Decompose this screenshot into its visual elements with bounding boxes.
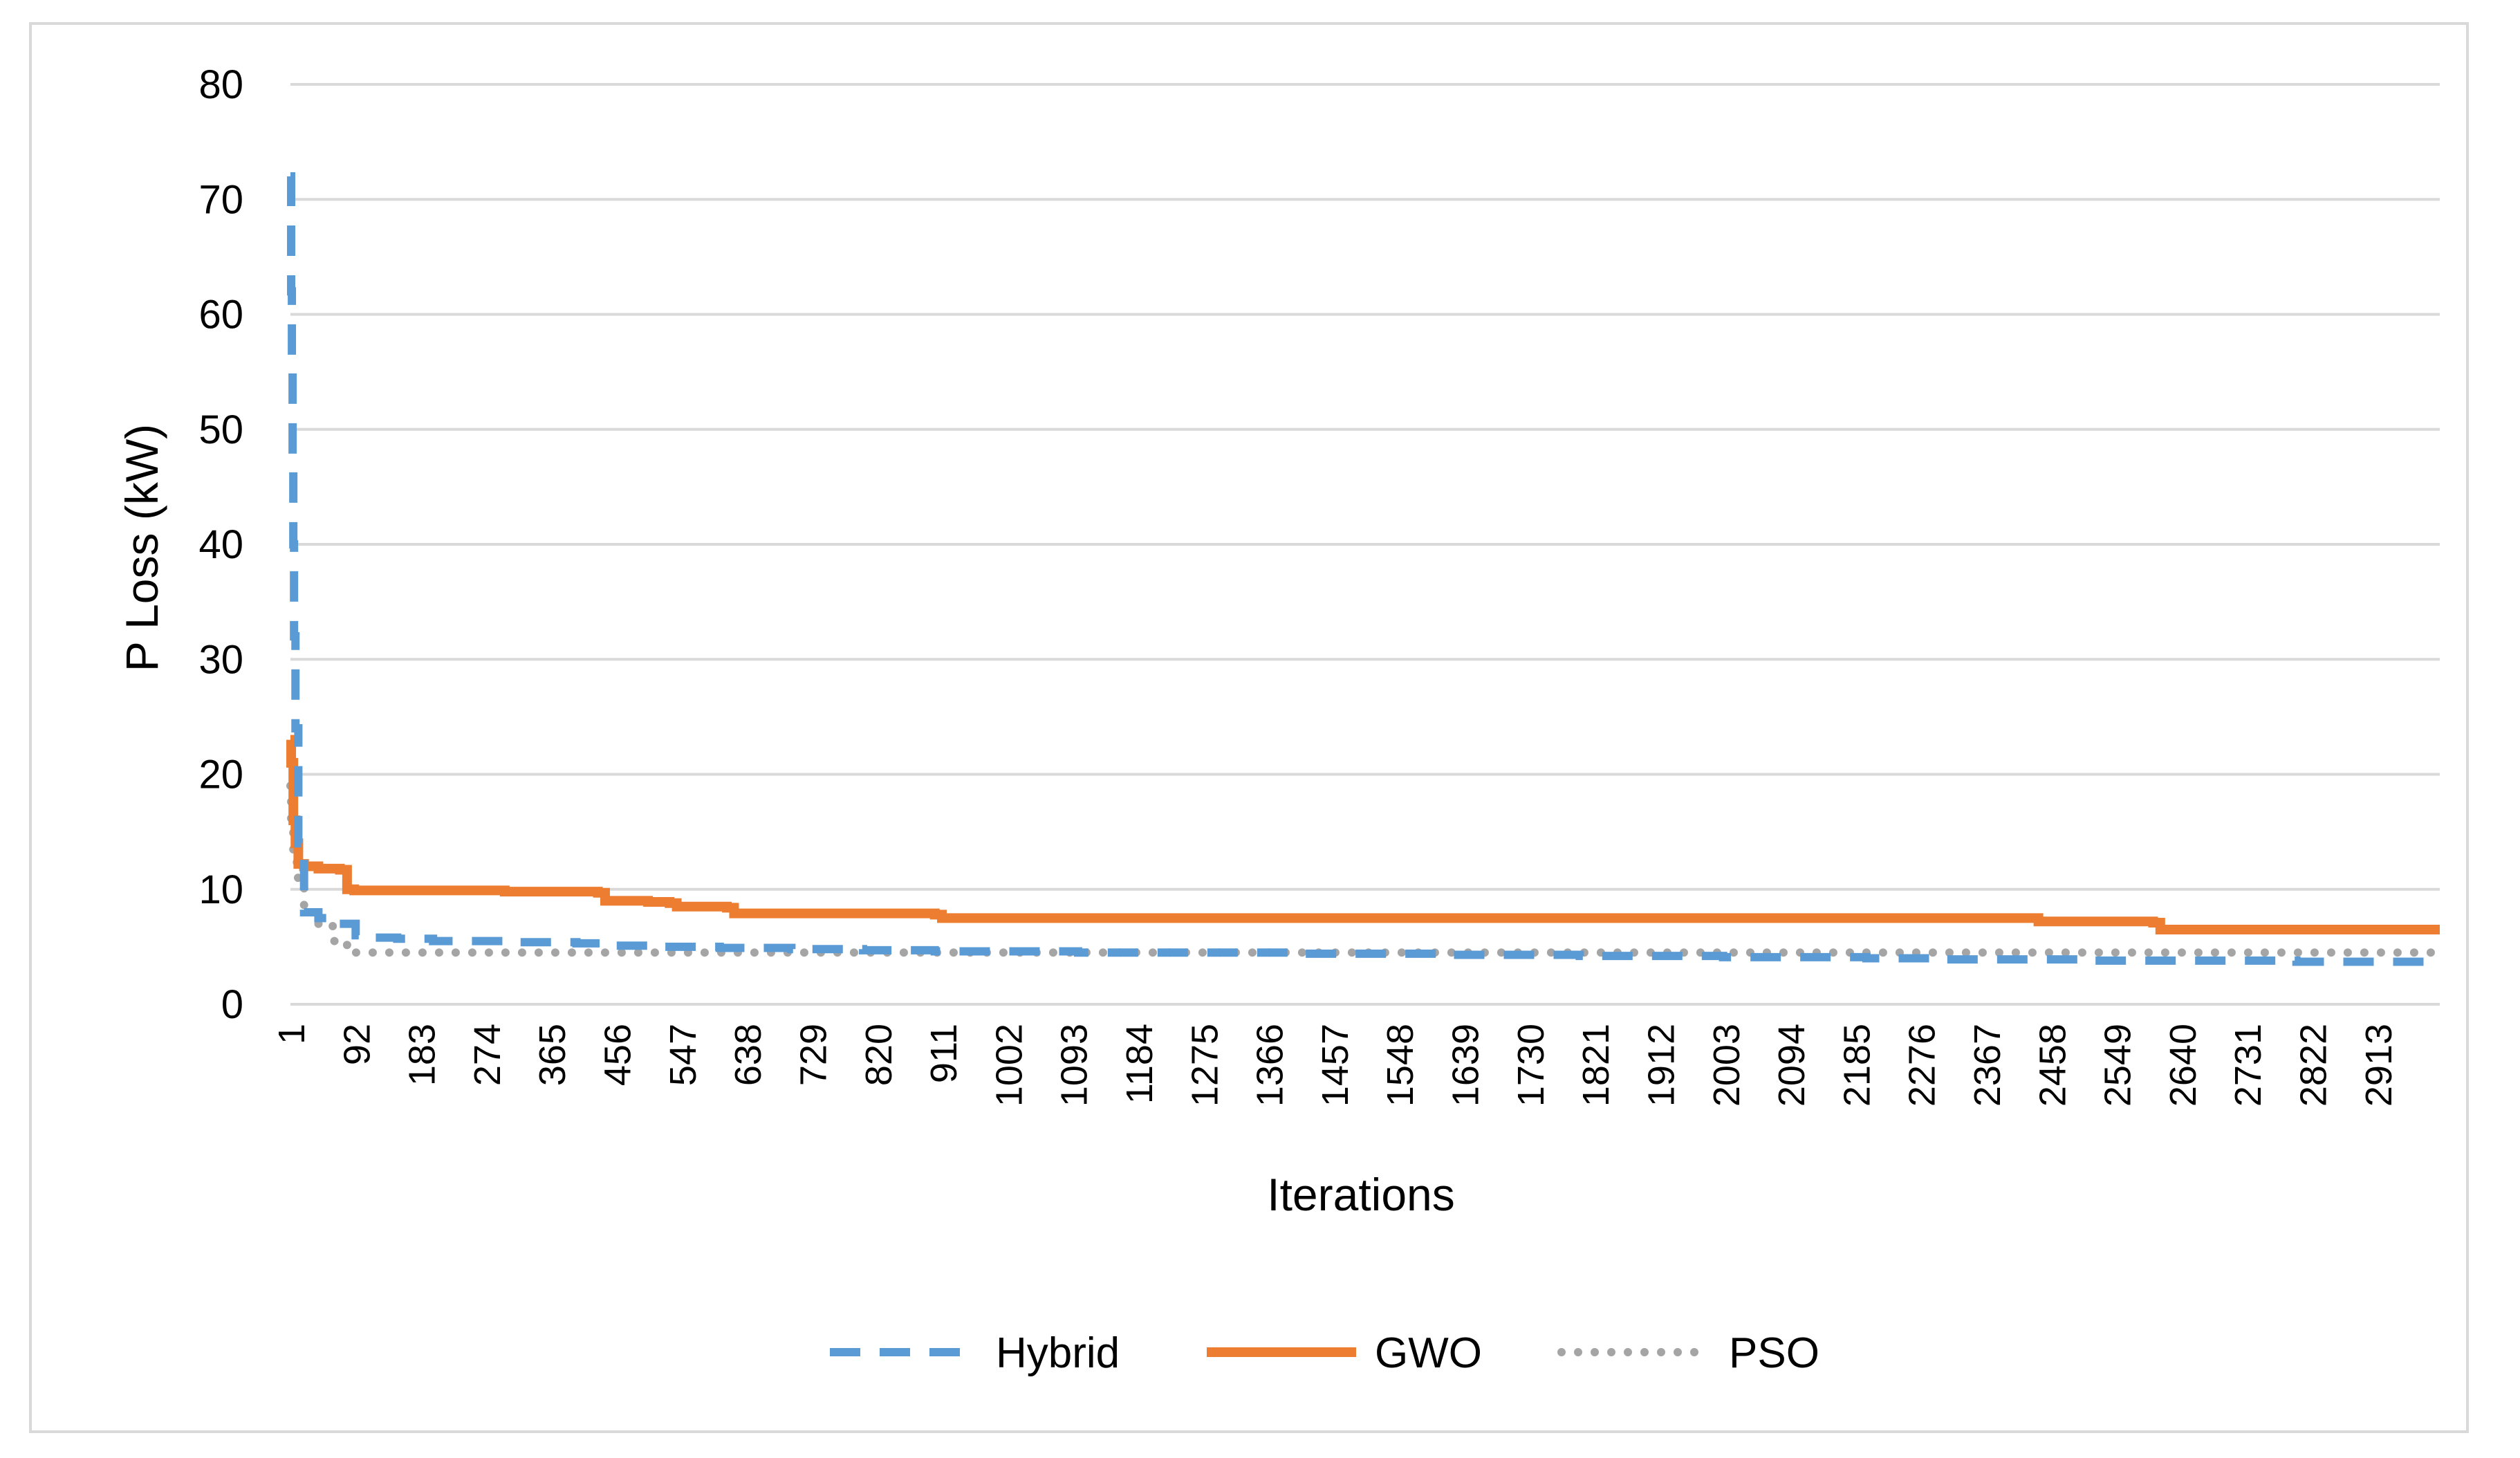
x-tick-label: 1 xyxy=(271,1024,313,1044)
series-line-gwo xyxy=(286,735,2440,934)
x-tick-labels: 1 92 183 274 365 456 547 638 729 820 911 1002 1093 11… xyxy=(271,1024,2400,1107)
x-tick-label: 1093 xyxy=(1054,1024,1095,1107)
x-tick-label: 2549 xyxy=(2097,1024,2139,1107)
gridlines xyxy=(290,83,2440,1006)
x-tick-label: 1548 xyxy=(1380,1024,1421,1107)
x-axis-title: Iterations xyxy=(1267,1169,1454,1220)
x-tick-label: 2367 xyxy=(1967,1024,2008,1107)
y-tick-label: 30 xyxy=(198,637,243,682)
y-tick-label: 50 xyxy=(198,407,243,452)
x-tick-label: 2094 xyxy=(1771,1024,1813,1107)
y-tick-label: 80 xyxy=(198,62,243,107)
x-tick-label: 2458 xyxy=(2032,1024,2073,1107)
x-tick-label: 1457 xyxy=(1315,1024,1356,1107)
x-tick-label: 2731 xyxy=(2227,1024,2269,1107)
x-tick-label: 2276 xyxy=(1902,1024,1943,1107)
y-tick-label: 20 xyxy=(198,753,243,797)
legend-label-pso: PSO xyxy=(1729,1329,1819,1377)
x-tick-label: 1639 xyxy=(1445,1024,1487,1107)
y-tick-labels: 0 10 20 30 40 50 60 70 80 xyxy=(198,62,243,1027)
y-tick-label: 10 xyxy=(198,867,243,912)
x-tick-label: 274 xyxy=(467,1024,508,1086)
legend: Hybrid GWO PSO xyxy=(830,1329,1819,1377)
x-tick-label: 1730 xyxy=(1510,1024,1552,1107)
x-tick-label: 638 xyxy=(728,1024,769,1086)
x-tick-label: 365 xyxy=(532,1024,573,1086)
y-axis-title: P Loss (kW) xyxy=(116,424,167,672)
series-line-pso xyxy=(286,782,2444,957)
x-tick-label: 92 xyxy=(336,1024,378,1065)
x-tick-label: 1366 xyxy=(1250,1024,1291,1107)
x-tick-label: 1184 xyxy=(1119,1024,1160,1104)
x-tick-label: 729 xyxy=(793,1024,834,1086)
legend-label-gwo: GWO xyxy=(1375,1329,1482,1377)
x-tick-label: 456 xyxy=(597,1024,639,1086)
x-tick-label: 1275 xyxy=(1184,1024,1225,1107)
x-tick-label: 183 xyxy=(402,1024,443,1086)
x-tick-label: 1002 xyxy=(988,1024,1030,1107)
chart-frame xyxy=(29,22,2469,1433)
x-tick-label: 547 xyxy=(663,1024,704,1086)
y-tick-label: 0 xyxy=(221,982,243,1027)
x-tick-label: 2640 xyxy=(2162,1024,2204,1107)
legend-label-hybrid: Hybrid xyxy=(996,1329,1120,1377)
x-tick-label: 2185 xyxy=(1836,1024,1878,1107)
y-tick-label: 60 xyxy=(198,293,243,338)
x-tick-label: 2003 xyxy=(1706,1024,1748,1107)
x-tick-label: 2822 xyxy=(2293,1024,2335,1107)
series-line-hybrid xyxy=(287,172,2444,966)
y-tick-label: 70 xyxy=(198,177,243,222)
x-tick-label: 820 xyxy=(858,1024,900,1086)
x-tick-label: 2913 xyxy=(2358,1024,2400,1107)
series-lines xyxy=(286,172,2444,966)
x-tick-label: 1821 xyxy=(1575,1024,1617,1107)
y-tick-label: 40 xyxy=(198,522,243,567)
x-tick-label: 1912 xyxy=(1640,1024,1682,1107)
x-tick-label: 911 xyxy=(923,1024,965,1083)
